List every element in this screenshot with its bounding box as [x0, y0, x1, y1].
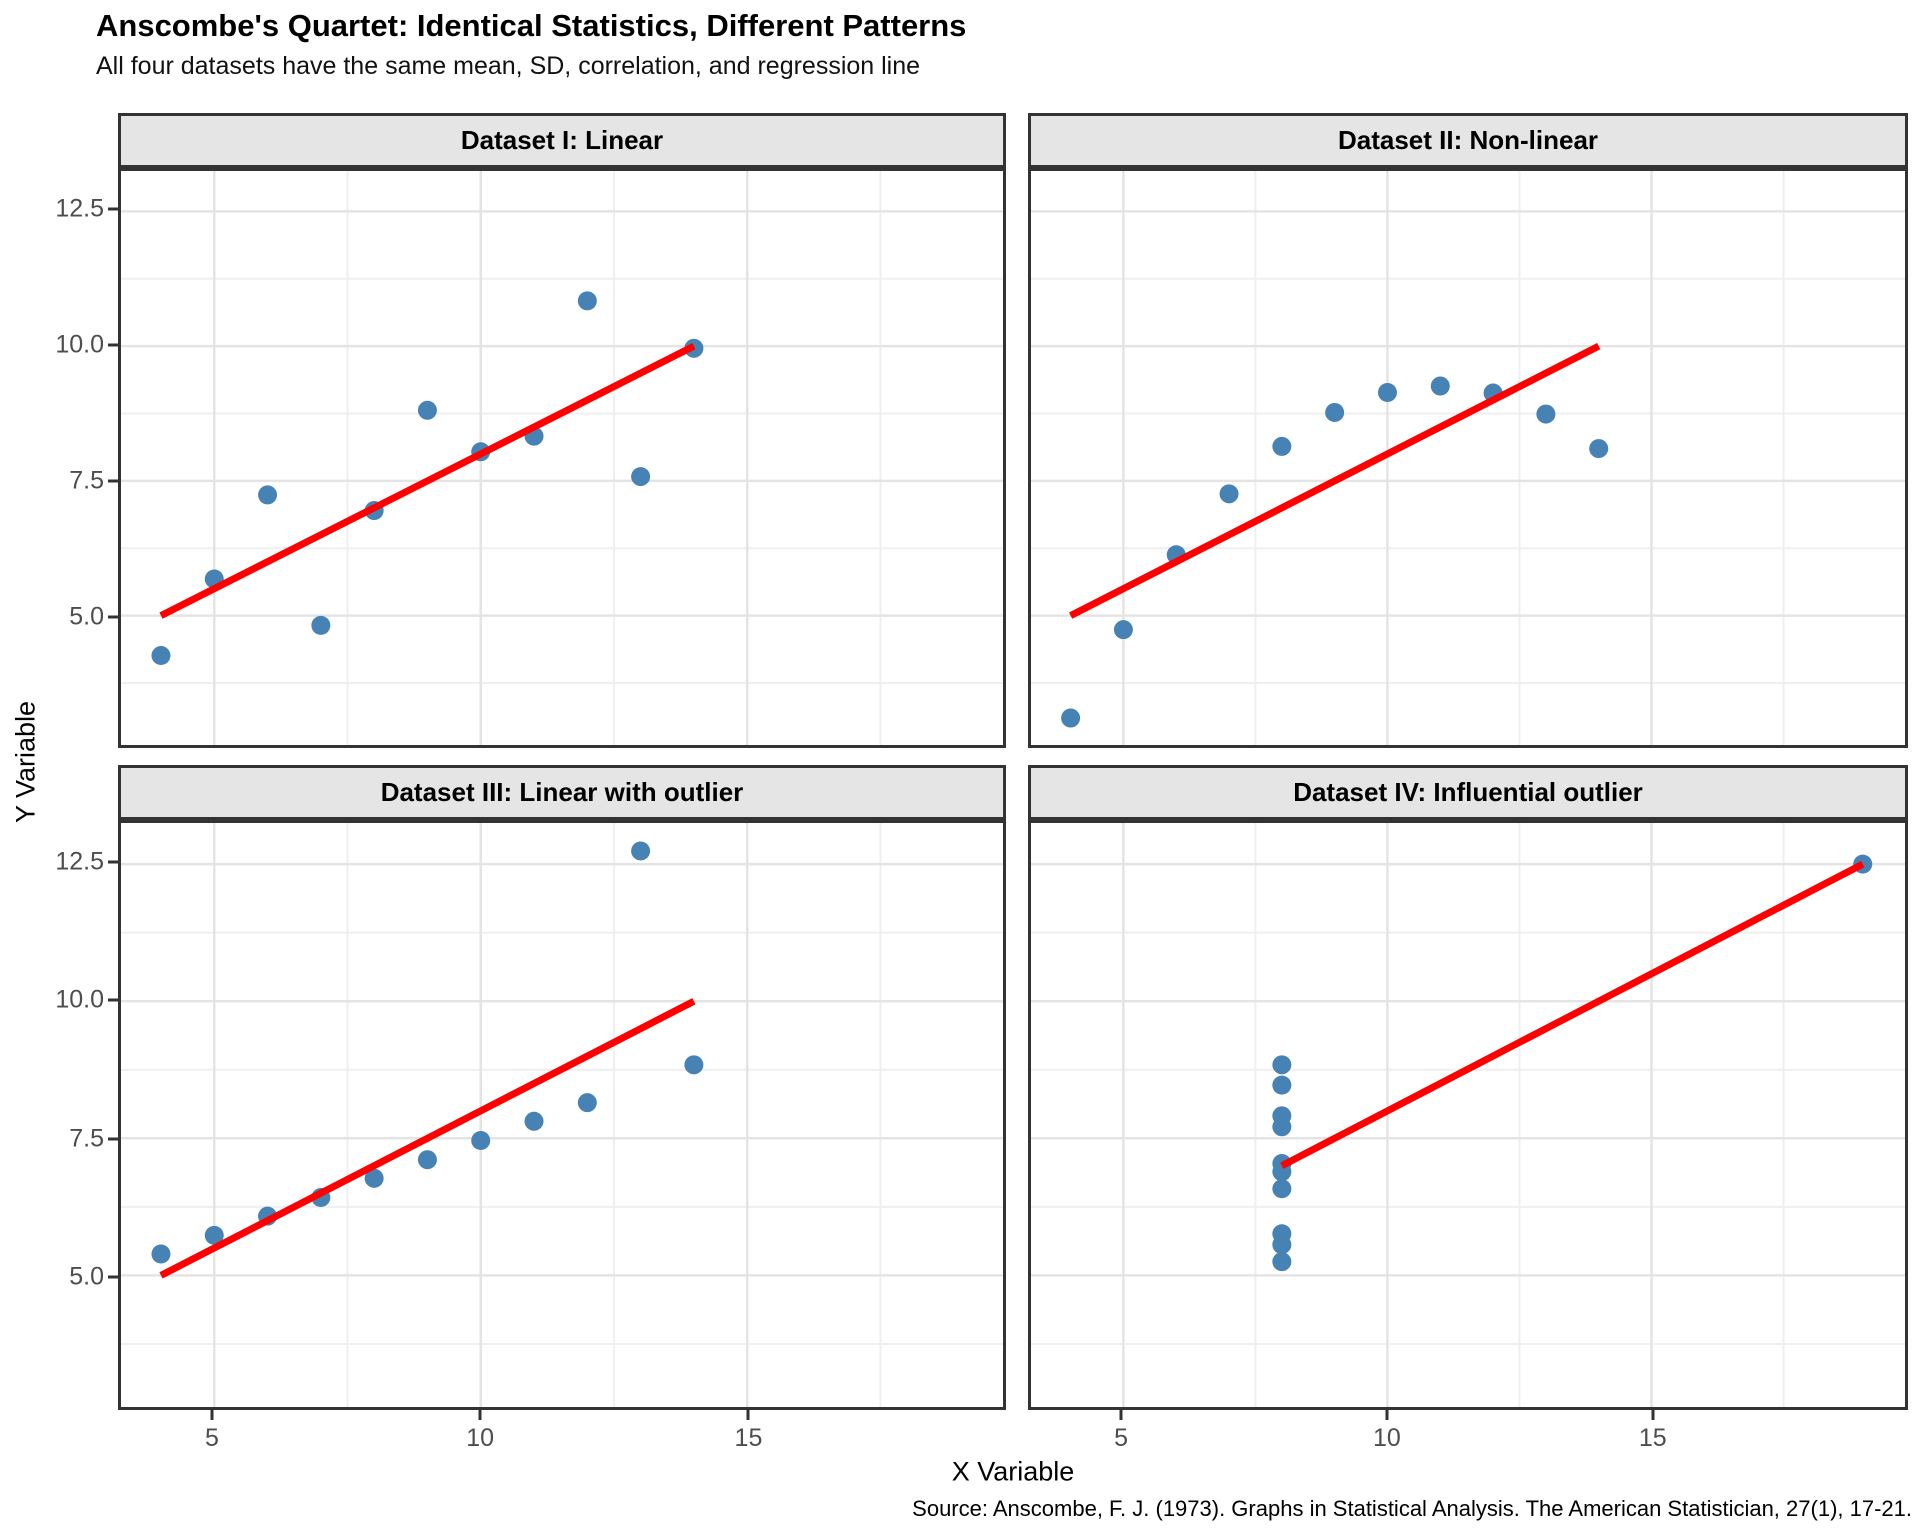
- data-point: [151, 646, 171, 666]
- data-point: [1536, 404, 1556, 424]
- regression-line: [1280, 861, 1865, 1169]
- x-tick-mark: [1385, 1410, 1389, 1420]
- facet-plot: [1031, 171, 1905, 745]
- x-tick-mark: [478, 1410, 482, 1420]
- data-point: [1325, 402, 1345, 422]
- regression-line: [159, 998, 696, 1279]
- facet-strip: Dataset III: Linear with outlier: [118, 765, 1006, 820]
- x-tick-label: 5: [1114, 1424, 1128, 1452]
- y-tick-mark: [108, 615, 118, 619]
- data-point: [364, 1168, 384, 1188]
- data-point: [204, 1225, 224, 1245]
- data-point: [311, 615, 331, 635]
- data-point: [1272, 436, 1292, 456]
- data-point: [1430, 376, 1450, 396]
- data-point: [258, 485, 278, 505]
- data-point: [1113, 620, 1133, 640]
- chart-title: Anscombe's Quartet: Identical Statistics…: [96, 8, 967, 43]
- facet-plot: [1031, 823, 1905, 1407]
- facet-plot: [121, 823, 1003, 1407]
- data-point: [1377, 383, 1397, 403]
- y-tick-label: 10.0: [55, 985, 104, 1014]
- y-tick-label: 7.5: [69, 466, 104, 495]
- regression-line: [1069, 343, 1601, 619]
- facet-title: Dataset IV: Influential outlier: [1293, 777, 1643, 807]
- x-tick-label: 15: [1638, 1424, 1667, 1452]
- facet-title: Dataset I: Linear: [460, 125, 664, 155]
- y-tick-label: 5.0: [69, 1262, 104, 1291]
- data-point: [1272, 1055, 1292, 1075]
- regression-line: [159, 343, 696, 619]
- y-tick-mark: [108, 343, 118, 347]
- data-point: [577, 291, 597, 311]
- data-point: [417, 400, 437, 420]
- data-point: [1061, 708, 1081, 728]
- x-axis-title: X Variable: [951, 1456, 1075, 1487]
- data-point: [1272, 1252, 1292, 1272]
- x-tick-mark: [746, 1410, 750, 1420]
- facet-title: Dataset II: Non-linear: [1337, 125, 1599, 155]
- y-tick-mark: [108, 479, 118, 483]
- facet-plot: [121, 171, 1003, 745]
- data-point: [1589, 439, 1609, 459]
- data-point: [1272, 1106, 1292, 1126]
- y-tick-mark: [108, 860, 118, 864]
- x-tick-mark: [210, 1410, 214, 1420]
- facet-strip: Dataset II: Non-linear: [1028, 113, 1908, 168]
- data-point: [1219, 484, 1239, 504]
- data-point: [631, 467, 651, 487]
- data-point: [577, 1093, 597, 1113]
- x-tick-label: 5: [204, 1424, 219, 1452]
- data-point: [524, 1111, 544, 1131]
- facet-title: Dataset III: Linear with outlier: [380, 777, 744, 807]
- facet-panel: [118, 168, 1006, 748]
- y-tick-label: 5.0: [69, 602, 104, 631]
- y-tick-label: 10.0: [55, 330, 104, 359]
- data-point: [1272, 1179, 1292, 1199]
- data-point: [471, 1130, 491, 1150]
- data-point: [1272, 1075, 1292, 1095]
- y-tick-label: 12.5: [55, 847, 104, 876]
- x-tick-label: 10: [1373, 1424, 1401, 1452]
- x-tick-mark: [1651, 1410, 1655, 1420]
- data-point: [684, 1055, 704, 1075]
- x-tick-label: 15: [734, 1424, 763, 1452]
- y-tick-label: 7.5: [69, 1124, 104, 1153]
- facet-strip: Dataset I: Linear: [118, 113, 1006, 168]
- y-tick-mark: [108, 998, 118, 1002]
- facet-panel: [1028, 820, 1908, 1410]
- facet-strip: Dataset IV: Influential outlier: [1028, 765, 1908, 820]
- facet-panel: [1028, 168, 1908, 748]
- chart-subtitle: All four datasets have the same mean, SD…: [96, 52, 921, 80]
- data-point: [151, 1244, 171, 1264]
- y-tick-mark: [108, 1137, 118, 1141]
- data-point: [631, 841, 651, 861]
- x-tick-label: 10: [466, 1424, 495, 1452]
- data-point: [417, 1150, 437, 1170]
- y-tick-mark: [108, 207, 118, 211]
- data-point: [1272, 1235, 1292, 1255]
- facet-panel: [118, 820, 1006, 1410]
- y-tick-mark: [108, 1275, 118, 1279]
- source-caption: Source: Anscombe, F. J. (1973). Graphs i…: [912, 1496, 1912, 1521]
- y-axis-title: Y Variable: [10, 700, 41, 824]
- x-tick-mark: [1119, 1410, 1123, 1420]
- y-tick-label: 12.5: [55, 194, 104, 223]
